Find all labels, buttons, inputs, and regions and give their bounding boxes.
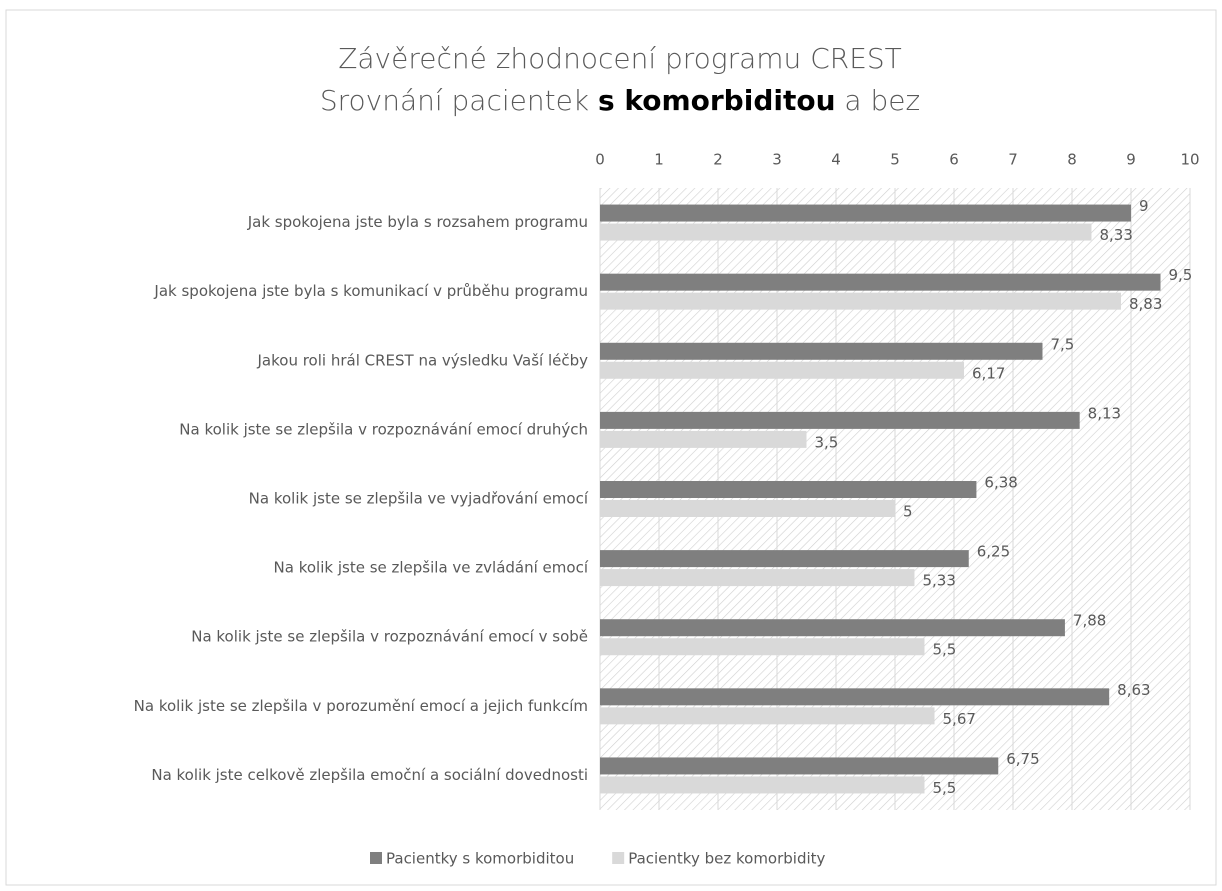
data-label: 7,5: [1051, 335, 1075, 353]
x-tick-label: 7: [1008, 151, 1018, 169]
bar: [600, 638, 925, 656]
x-tick-label: 4: [831, 151, 841, 169]
x-tick-label: 5: [890, 151, 900, 169]
data-label: 6,25: [977, 543, 1010, 561]
data-label: 5: [903, 503, 913, 521]
bar: [600, 776, 925, 794]
bar: [600, 292, 1121, 310]
data-label: 5,5: [933, 641, 957, 659]
data-label: 9: [1139, 197, 1149, 215]
legend-label: Pacientky bez komorbidity: [628, 850, 825, 868]
x-tick-label: 0: [595, 151, 605, 169]
data-label: 8,13: [1088, 404, 1121, 422]
y-tick-label: Jak spokojena jste byla s komunikací v p…: [153, 282, 588, 300]
y-tick-label: Na kolik jste se zlepšila v porozumění e…: [134, 697, 588, 715]
bar: [600, 430, 807, 448]
bar: [600, 757, 999, 775]
legend-swatch: [612, 852, 625, 864]
data-label: 5,67: [943, 710, 976, 728]
data-label: 8,33: [1099, 226, 1132, 244]
y-tick-label: Na kolik jste se zlepšila ve vyjadřování…: [249, 490, 589, 508]
bar: [600, 273, 1161, 291]
bar: [600, 481, 977, 498]
data-label: 5,33: [922, 572, 955, 590]
x-tick-label: 9: [1126, 151, 1136, 169]
bar: [600, 569, 915, 587]
bar: [600, 707, 935, 725]
bar: [600, 619, 1065, 637]
bar: [600, 688, 1110, 706]
y-tick-label: Na kolik jste se zlepšila ve zvládání em…: [274, 559, 589, 577]
data-label: 6,17: [972, 364, 1005, 382]
chart-title: Závěrečné zhodnocení programu CREST: [338, 42, 902, 75]
data-label: 6,75: [1006, 750, 1039, 768]
x-tick-label: 3: [772, 151, 782, 169]
data-label: 7,88: [1073, 612, 1106, 630]
bar: [600, 361, 965, 379]
y-tick-label: Na kolik jste se zlepšila v rozpoznávání…: [191, 628, 588, 646]
y-tick-label: Na kolik jste celkově zlepšila emoční a …: [151, 766, 588, 784]
data-label: 6,38: [984, 474, 1017, 492]
chart-subtitle: Srovnání pacientek s komorbiditou a bez: [320, 84, 920, 117]
x-tick-label: 2: [713, 151, 723, 169]
legend-label: Pacientky s komorbiditou: [386, 850, 574, 868]
data-label: 5,5: [933, 779, 957, 797]
x-tick-label: 1: [654, 151, 664, 169]
bar: [600, 223, 1092, 241]
x-tick-label: 6: [949, 151, 959, 169]
bar: [600, 342, 1043, 360]
y-tick-label: Jakou roli hrál CREST na výsledku Vaší l…: [257, 351, 589, 369]
y-tick-label: Na kolik jste se zlepšila v rozpoznávání…: [179, 420, 588, 438]
legend-swatch: [370, 852, 382, 864]
bar: [600, 550, 969, 568]
data-label: 3,5: [815, 433, 839, 451]
bar: [600, 411, 1080, 429]
bar: [600, 500, 895, 517]
x-tick-label: 10: [1180, 151, 1199, 169]
bar: [600, 204, 1131, 222]
data-label: 9,5: [1169, 266, 1193, 284]
data-label: 8,83: [1129, 295, 1162, 313]
x-tick-label: 8: [1067, 151, 1077, 169]
y-tick-label: Jak spokojena jste byla s rozsahem progr…: [247, 213, 588, 231]
data-label: 8,63: [1117, 681, 1150, 699]
